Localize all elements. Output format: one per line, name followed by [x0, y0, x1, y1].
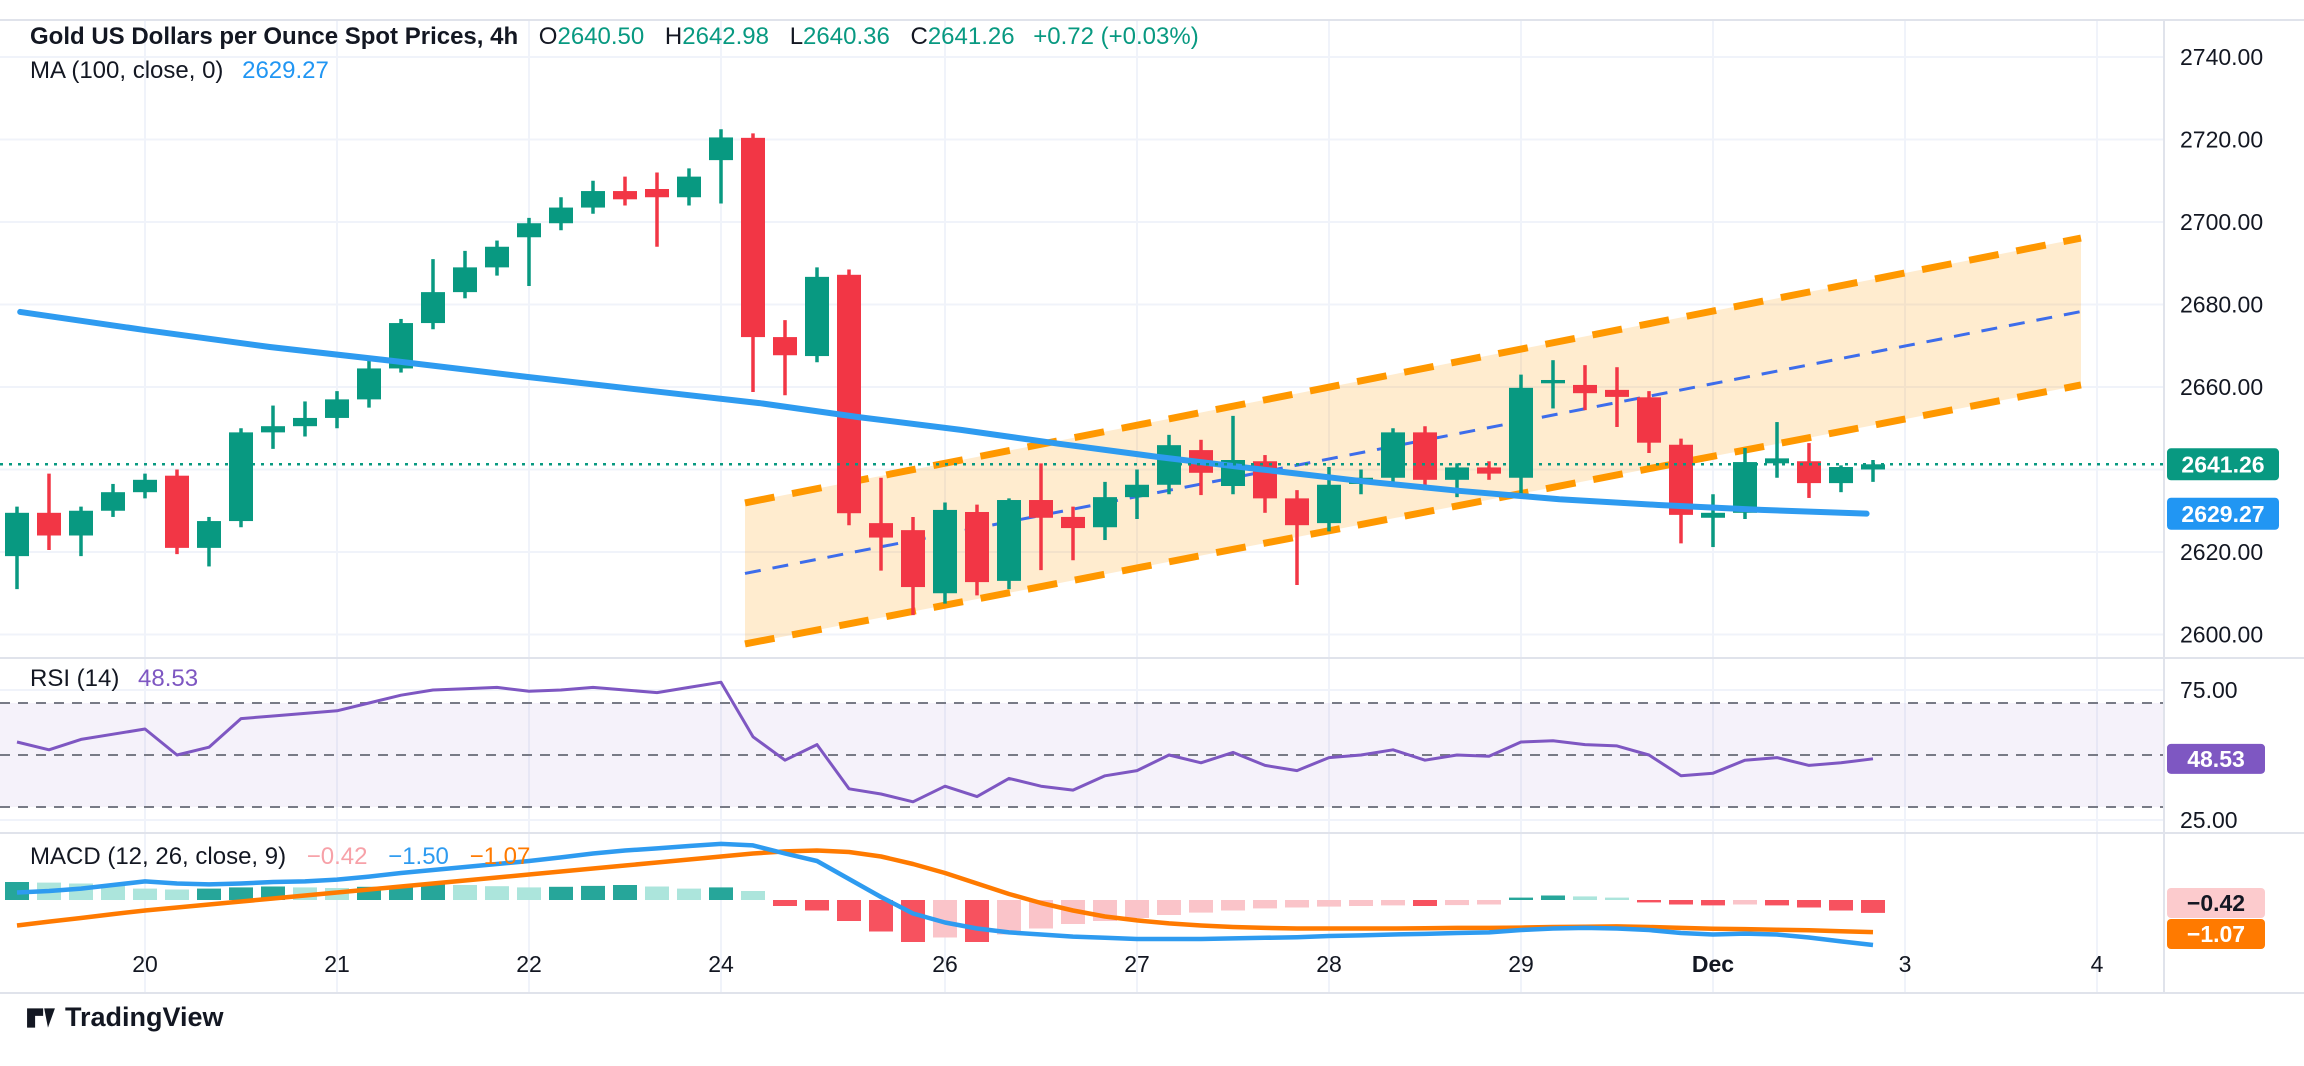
svg-text:21: 21: [324, 951, 350, 977]
svg-text:29: 29: [1508, 951, 1534, 977]
macd-hist-value: −0.42: [306, 843, 368, 870]
svg-text:2720.00: 2720.00: [2180, 127, 2263, 153]
svg-text:−0.42: −0.42: [2187, 890, 2245, 916]
rsi-value: 48.53: [138, 665, 199, 692]
svg-text:25.00: 25.00: [2180, 807, 2238, 833]
main-legend: Gold US Dollars per Ounce Spot Prices, 4…: [30, 22, 1199, 90]
svg-text:2641.26: 2641.26: [2181, 451, 2264, 477]
ma-legend-row: MA (100, close, 0) 2629.27: [30, 56, 1199, 86]
svg-text:2700.00: 2700.00: [2180, 209, 2263, 235]
macd-signal-value: −1.07: [469, 843, 531, 870]
ohlc-high: H2642.98: [664, 23, 770, 50]
time-axis: 20 21 22 24 26 27 28 29 Dec 3 4: [132, 951, 2103, 977]
svg-text:2680.00: 2680.00: [2180, 292, 2263, 318]
ma-label[interactable]: MA (100, close, 0): [30, 57, 224, 84]
ohlc-close: C2641.26: [910, 23, 1015, 50]
svg-text:2620.00: 2620.00: [2180, 539, 2263, 565]
svg-text:28: 28: [1316, 951, 1342, 977]
svg-text:24: 24: [708, 951, 734, 977]
macd-line: [16, 841, 1874, 948]
svg-text:2660.00: 2660.00: [2180, 374, 2263, 400]
svg-text:Dec: Dec: [1692, 951, 1734, 977]
svg-text:4: 4: [2091, 951, 2104, 977]
price-change: +0.72 (+0.03%): [1033, 23, 1199, 50]
svg-text:−1.07: −1.07: [2187, 921, 2245, 947]
ma-value: 2629.27: [242, 57, 329, 84]
brand-footer[interactable]: TradingView: [26, 1002, 224, 1033]
svg-text:3: 3: [1899, 951, 1912, 977]
pane-separators: [0, 19, 2304, 994]
rsi-legend: RSI (14) 48.53: [30, 664, 198, 694]
macd-line-value: −1.50: [388, 843, 449, 870]
ohlc-open: O2640.50: [538, 23, 645, 50]
tradingview-logo-icon: [27, 1007, 55, 1028]
ma-line: [17, 308, 1870, 517]
svg-text:75.00: 75.00: [2180, 677, 2238, 703]
candles: [5, 129, 1885, 616]
macd-label[interactable]: MACD (12, 26, close, 9): [30, 843, 287, 870]
symbol-title[interactable]: Gold US Dollars per Ounce Spot Prices, 4…: [30, 23, 519, 50]
svg-text:27: 27: [1124, 951, 1150, 977]
svg-text:26: 26: [932, 951, 958, 977]
ohlc-low: L2640.36: [789, 23, 890, 50]
svg-text:2629.27: 2629.27: [2181, 501, 2264, 527]
rsi-label[interactable]: RSI (14): [30, 665, 120, 692]
price-axis: 2740.00 2720.00 2700.00 2680.00 2660.00 2620.…: [2167, 44, 2279, 949]
svg-text:22: 22: [516, 951, 542, 977]
rsi-line: [16, 680, 1874, 804]
rsi-panel: [0, 702, 2164, 808]
svg-text:2600.00: 2600.00: [2180, 622, 2263, 648]
symbol-legend-row: Gold US Dollars per Ounce Spot Prices, 4…: [30, 22, 1199, 52]
svg-text:2740.00: 2740.00: [2180, 44, 2263, 70]
svg-text:48.53: 48.53: [2187, 746, 2245, 772]
svg-text:20: 20: [132, 951, 158, 977]
brand-name: TradingView: [65, 1002, 224, 1032]
macd-legend: MACD (12, 26, close, 9) −0.42 −1.50 −1.0…: [30, 842, 530, 872]
